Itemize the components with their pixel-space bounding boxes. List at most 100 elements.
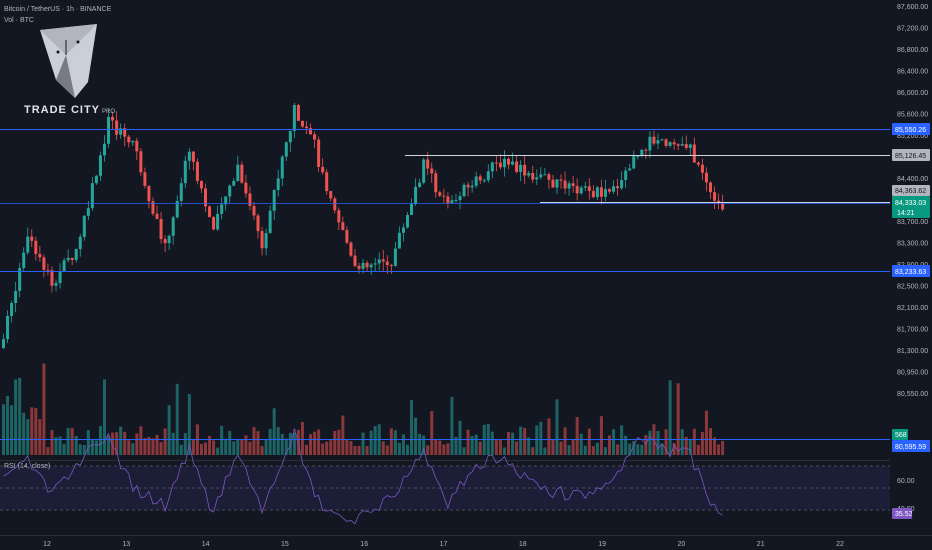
volume-bar	[216, 447, 220, 455]
candle-body	[531, 173, 535, 180]
candle-body	[595, 187, 599, 198]
volume-bar	[46, 447, 50, 455]
volume-bar	[240, 439, 244, 455]
candle-body	[511, 161, 515, 165]
volume-bar	[551, 439, 555, 455]
volume-bar	[288, 432, 292, 455]
volume-bar	[515, 441, 519, 455]
time-axis[interactable]	[0, 536, 932, 550]
candle-body	[296, 105, 300, 121]
price-tick: 81,700.00	[897, 327, 928, 334]
candle-body	[131, 140, 135, 143]
candle-body	[139, 151, 143, 173]
volume-bar	[70, 427, 74, 455]
candle-body	[46, 269, 50, 271]
volume-bar	[228, 430, 232, 455]
volume-bar	[668, 380, 672, 455]
volume-bar	[365, 446, 369, 455]
candle-body	[406, 214, 409, 228]
mid-range-label: 85,126.45	[892, 149, 930, 161]
candle-body	[175, 200, 179, 218]
candle-body	[305, 126, 308, 129]
volume-bar	[179, 444, 183, 455]
current-price-value: 84,333.03	[895, 200, 926, 207]
time-tick: 20	[678, 541, 686, 548]
rsi-title[interactable]: RSI (14, close)	[4, 463, 51, 470]
symbol-title[interactable]: Bitcoin / TetherUS · 1h · BINANCE	[4, 6, 112, 13]
candle-body	[349, 242, 353, 256]
volume-bar	[442, 444, 446, 455]
candle-body	[151, 201, 155, 214]
volume-bar	[22, 412, 26, 455]
candle-body	[143, 172, 147, 186]
volume-bar	[401, 434, 405, 455]
volume-bar	[147, 436, 151, 455]
candlesticks	[2, 102, 725, 350]
candle-body	[10, 303, 14, 316]
volume-bar	[333, 430, 337, 455]
time-tick: 14	[202, 541, 210, 548]
candle-body	[571, 183, 575, 187]
candle-body	[624, 170, 628, 181]
volume-bar	[276, 426, 280, 455]
candle-body	[502, 158, 506, 168]
volume-bar	[458, 420, 462, 455]
candle-body	[191, 151, 195, 162]
candle-body	[260, 231, 264, 249]
volume-title[interactable]: Vol · BTC	[4, 17, 34, 24]
volume-bar	[369, 430, 373, 455]
volume-bar	[704, 410, 708, 455]
candle-body	[204, 188, 207, 207]
candle-body	[42, 257, 46, 270]
volume-bar	[86, 430, 90, 455]
volume-bar	[300, 422, 304, 455]
volume-bar	[78, 444, 82, 455]
volume-level-value: 80,595.59	[895, 444, 926, 451]
volume-bar	[74, 436, 78, 455]
candle-body	[103, 143, 106, 156]
volume-bar	[717, 444, 721, 455]
volume-bar	[648, 430, 652, 455]
candle-body	[462, 184, 466, 197]
candle-body	[333, 198, 337, 211]
volume-bar	[373, 426, 377, 455]
candle-body	[276, 178, 280, 190]
candle-body	[648, 136, 652, 151]
candle-body	[721, 203, 725, 210]
candle-body	[54, 283, 58, 286]
candle-body	[474, 176, 478, 186]
candle-body	[2, 339, 5, 348]
candle-body	[660, 139, 664, 141]
volume-bar	[341, 415, 345, 455]
volume-bar	[123, 431, 127, 455]
volume-bar	[62, 443, 66, 455]
volume-bar	[640, 444, 644, 455]
volume-bar	[385, 445, 389, 455]
rsi-current-value: 35.52	[895, 511, 913, 518]
volume-bar	[337, 429, 341, 455]
candle-body	[656, 140, 660, 144]
volume-bar	[567, 445, 571, 455]
price-tick: 85,200.00	[897, 133, 928, 140]
volume-bar	[523, 428, 527, 455]
rsi-line	[3, 428, 723, 525]
volume-bar	[14, 379, 18, 455]
volume-bar	[644, 435, 648, 455]
volume-bar	[474, 434, 478, 455]
price-tick: 87,200.00	[897, 26, 928, 33]
candle-body	[268, 210, 272, 234]
candle-body	[224, 196, 228, 205]
price-tick: 83,300.00	[897, 241, 928, 248]
candle-body	[90, 183, 94, 209]
candle-body	[393, 248, 397, 266]
candle-body	[583, 186, 587, 188]
candle-body	[127, 136, 131, 143]
candle-body	[70, 257, 74, 261]
price-tick: 84,400.00	[897, 176, 928, 183]
candle-body	[704, 172, 708, 183]
volume-bar	[599, 416, 603, 455]
candle-body	[543, 174, 547, 176]
logo-name: TRADE CITY	[24, 104, 100, 116]
resistance-value: 85,550.26	[895, 127, 926, 134]
